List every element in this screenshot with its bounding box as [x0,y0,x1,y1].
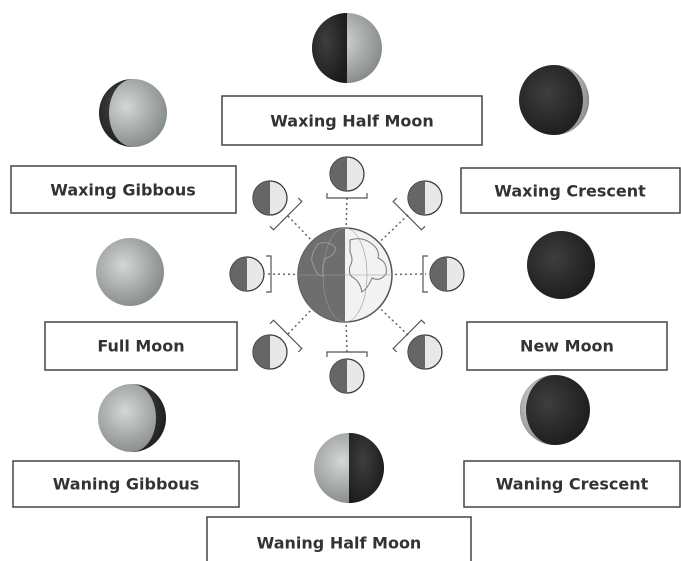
bracket [327,193,367,198]
orbit-moon [330,359,364,393]
orbit-moon [430,257,464,291]
moon-waning-half [314,433,384,503]
phase-label: Waning Crescent [496,475,649,494]
orbit-moon [408,181,442,215]
bracket [327,352,367,357]
phase-label: Waning Gibbous [53,475,200,494]
earth [298,228,392,322]
moon-waning-gibbous [98,384,166,452]
phase-label: New Moon [520,337,614,356]
moon-phases-diagram: Waxing Half Moon Waxing Gibbous Waxing C… [0,0,681,561]
phase-label: Waning Half Moon [257,534,422,553]
orbit-moon [253,335,287,369]
orbit-moon [230,257,264,291]
moon-waxing-gibbous [99,79,167,147]
phase-label: Waxing Gibbous [50,181,196,200]
orbit-moon [253,181,287,215]
phase-label: Full Moon [97,337,184,356]
phase-label: Waxing Half Moon [270,112,434,131]
moon-waning-crescent [520,375,590,445]
orbit-moon [330,157,364,191]
moon-waxing-crescent [519,65,589,135]
moon-new [527,231,595,299]
orbit-moon [408,335,442,369]
moon-full [96,238,164,306]
phase-label: Waxing Crescent [494,182,646,201]
moon-waxing-half [312,13,382,83]
page: {"phases": [ {"label": "Waxing Half Moon… [0,0,681,561]
